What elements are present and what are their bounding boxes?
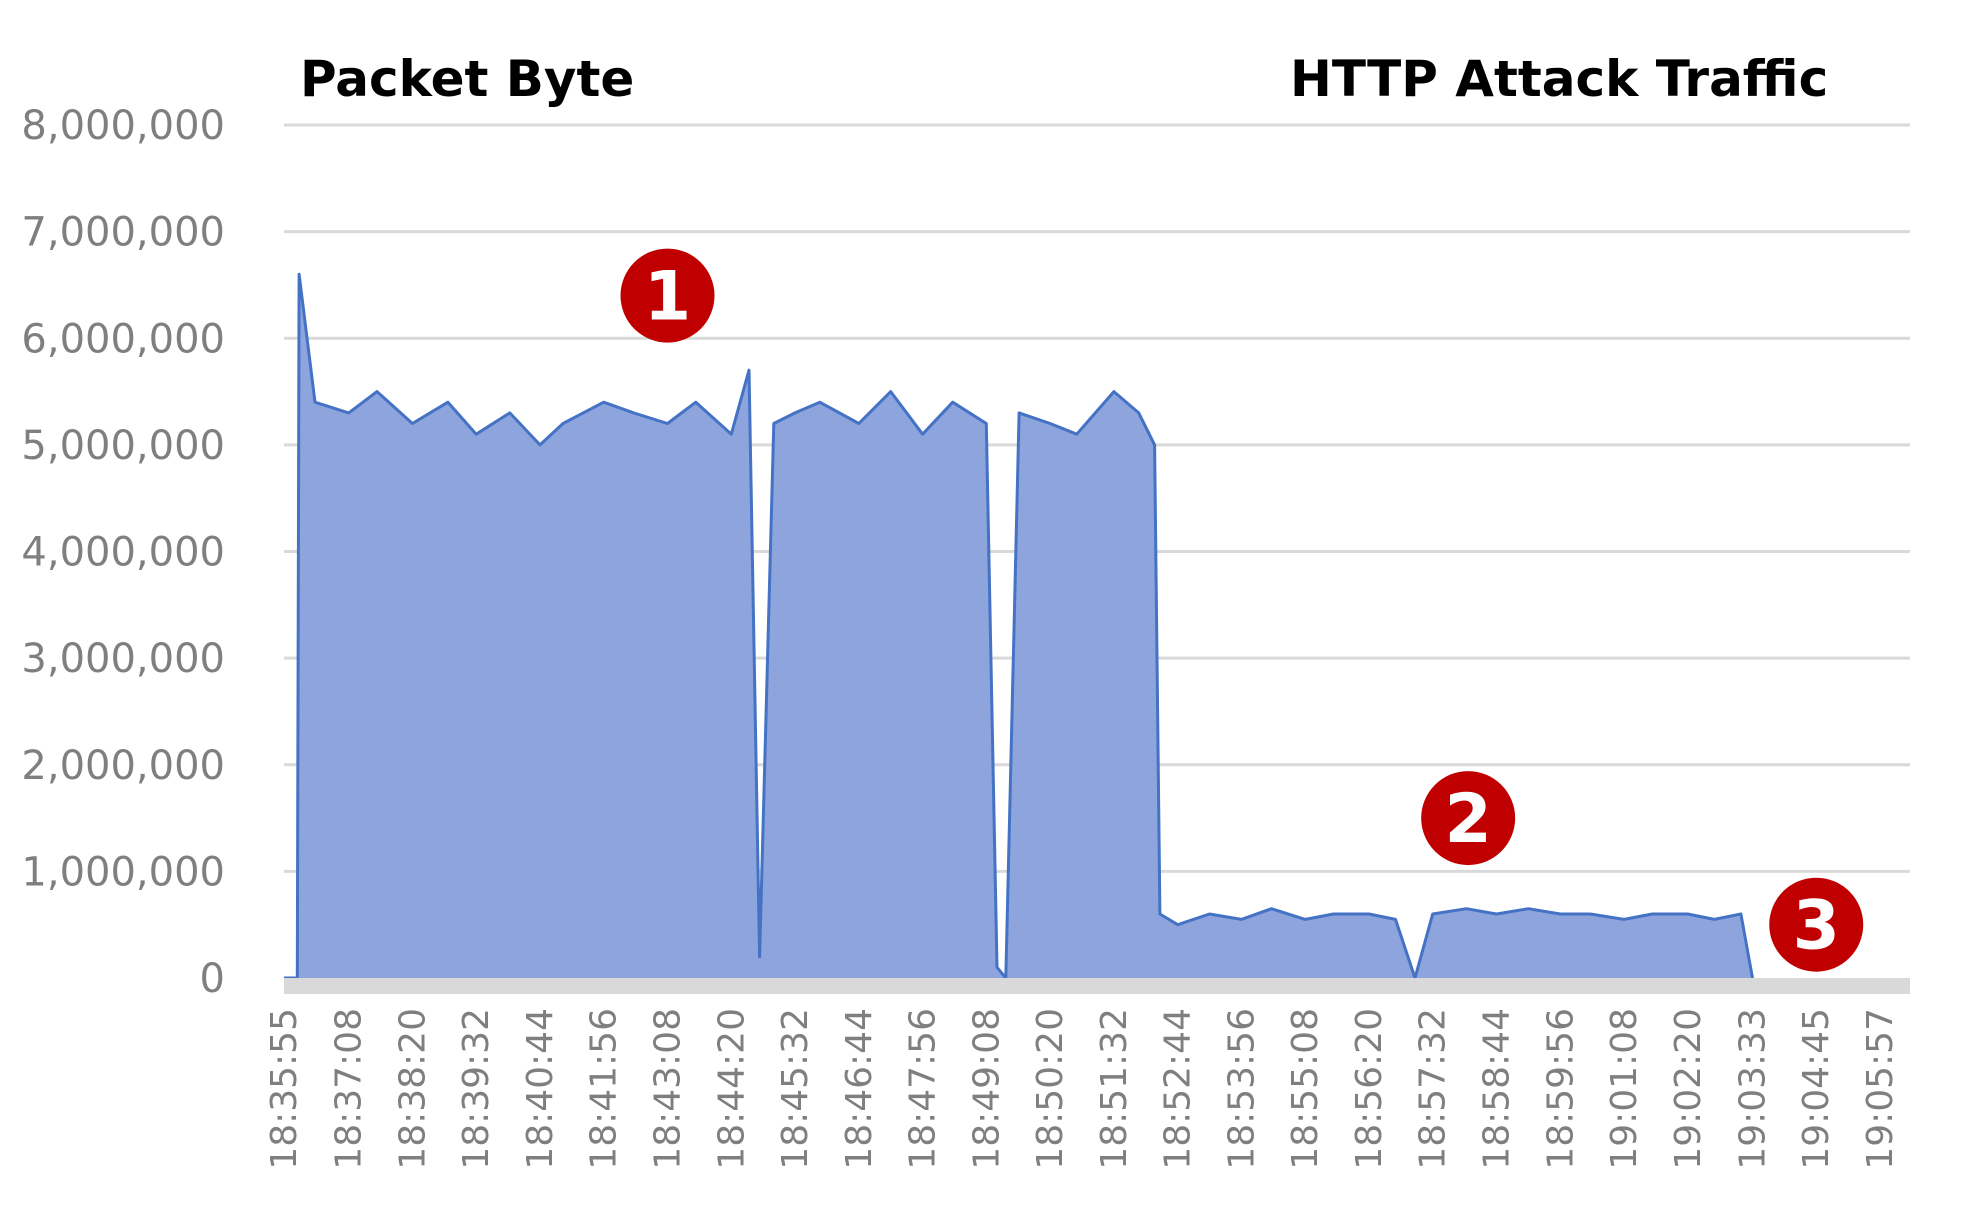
x-tick-label-16: 18:55:08 [1285, 1008, 1326, 1170]
annotation-number-3: 3 [1793, 887, 1840, 966]
x-tick-label-4: 18:40:44 [520, 1008, 561, 1170]
x-tick-label-3: 18:39:32 [456, 1008, 497, 1170]
y-tick-label-4: 4,000,000 [21, 530, 225, 576]
x-tick-label-20: 18:59:56 [1540, 1008, 1581, 1170]
y-tick-label-2: 2,000,000 [21, 743, 225, 789]
x-tick-label-24: 19:04:45 [1796, 1008, 1837, 1170]
y-tick-label-6: 6,000,000 [21, 316, 225, 362]
x-tick-label-18: 18:57:32 [1413, 1008, 1454, 1170]
y-tick-label-5: 5,000,000 [21, 423, 225, 469]
annotation-marker-1: 1 [620, 248, 715, 343]
x-tick-label-7: 18:44:20 [711, 1008, 752, 1170]
annotation-circle-3 [1769, 877, 1864, 972]
annotation-marker-3: 3 [1769, 877, 1864, 972]
annotations: 1 2 3 [620, 248, 1864, 972]
y-tick-label-3: 3,000,000 [21, 636, 225, 682]
x-tick-label-9: 18:46:44 [839, 1008, 880, 1170]
chart-title-right: HTTP Attack Traffic [1290, 50, 1828, 108]
x-tick-label-10: 18:47:56 [903, 1008, 944, 1170]
y-tick-label-8: 8,000,000 [21, 103, 225, 149]
x-tick-label-17: 18:56:20 [1349, 1008, 1390, 1170]
y-tick-label-0: 0 [200, 956, 225, 1002]
annotation-circle-2 [1421, 771, 1516, 866]
axes [284, 978, 1910, 994]
x-axis-ticks: 18:35:55 18:37:08 18:38:20 18:39:32 18:40:44… [264, 1008, 1901, 1170]
x-tick-label-15: 18:53:56 [1221, 1008, 1262, 1170]
x-tick-label-11: 18:49:08 [966, 1008, 1007, 1170]
annotation-marker-2: 2 [1421, 771, 1516, 866]
y-tick-label-7: 7,000,000 [21, 210, 225, 256]
x-tick-label-0: 18:35:55 [264, 1008, 305, 1170]
y-axis-ticks: 0 1,000,000 2,000,000 3,000,000 4,000,000 5,0… [21, 103, 225, 1002]
annotation-number-2: 2 [1444, 780, 1491, 859]
annotation-circle-1 [620, 248, 715, 343]
x-tick-label-14: 18:52:44 [1158, 1008, 1199, 1170]
x-tick-label-2: 18:38:20 [392, 1008, 433, 1170]
x-tick-label-6: 18:43:08 [648, 1008, 689, 1170]
x-tick-label-21: 19:01:08 [1604, 1008, 1645, 1170]
x-tick-label-1: 18:37:08 [329, 1008, 370, 1170]
x-tick-label-22: 19:02:20 [1668, 1008, 1709, 1170]
x-axis-line [284, 978, 1910, 994]
x-tick-label-12: 18:50:20 [1030, 1008, 1071, 1170]
x-tick-label-19: 18:58:44 [1476, 1008, 1517, 1170]
x-tick-label-23: 19:03:33 [1732, 1008, 1773, 1170]
x-tick-label-8: 18:45:32 [775, 1008, 816, 1170]
series-area [284, 274, 1753, 978]
x-tick-label-25: 19:05:57 [1860, 1008, 1901, 1170]
chart-title-left: Packet Byte [300, 50, 634, 108]
y-tick-label-1: 1,000,000 [21, 849, 225, 895]
x-tick-label-5: 18:41:56 [584, 1008, 625, 1170]
annotation-number-1: 1 [644, 258, 691, 337]
x-tick-label-13: 18:51:32 [1094, 1008, 1135, 1170]
